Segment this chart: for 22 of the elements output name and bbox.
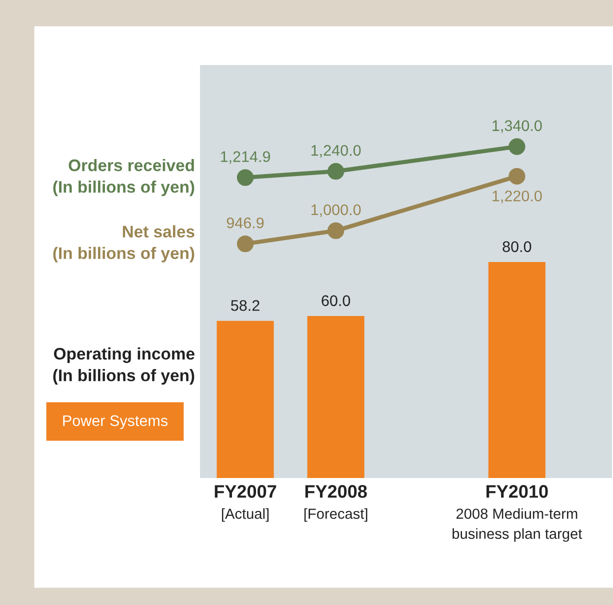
series-label: Operating income (In billions of yen) bbox=[53, 347, 194, 385]
text: Power Systems bbox=[63, 415, 168, 430]
data-label: 80.0 bbox=[502, 241, 532, 252]
x-tick-label: FY2010 2008 Medium-term business plan target bbox=[452, 485, 582, 542]
text: Net sales (In billions of yen) bbox=[53, 225, 194, 262]
point bbox=[508, 168, 526, 185]
x-tick-label: FY2007 [Actual] bbox=[214, 485, 276, 522]
x-tick-label: FY2008 [Forecast] bbox=[304, 485, 368, 522]
data-label: 58.2 bbox=[231, 300, 260, 311]
data-label: 60.0 bbox=[322, 295, 350, 306]
data-label: 1,240.0 bbox=[312, 145, 361, 158]
data-label: 946.9 bbox=[226, 217, 264, 228]
point bbox=[236, 235, 254, 252]
point bbox=[327, 163, 344, 180]
data-label: 1,340.0 bbox=[492, 120, 542, 133]
data-label: 1,214.9 bbox=[220, 151, 270, 164]
data-label: 1,220.0 bbox=[492, 190, 542, 204]
text: Orders received (In billions of yen) bbox=[53, 158, 194, 196]
point bbox=[236, 169, 254, 186]
point bbox=[508, 138, 526, 155]
point bbox=[327, 222, 344, 240]
data-label: 1,000.0 bbox=[312, 204, 361, 217]
